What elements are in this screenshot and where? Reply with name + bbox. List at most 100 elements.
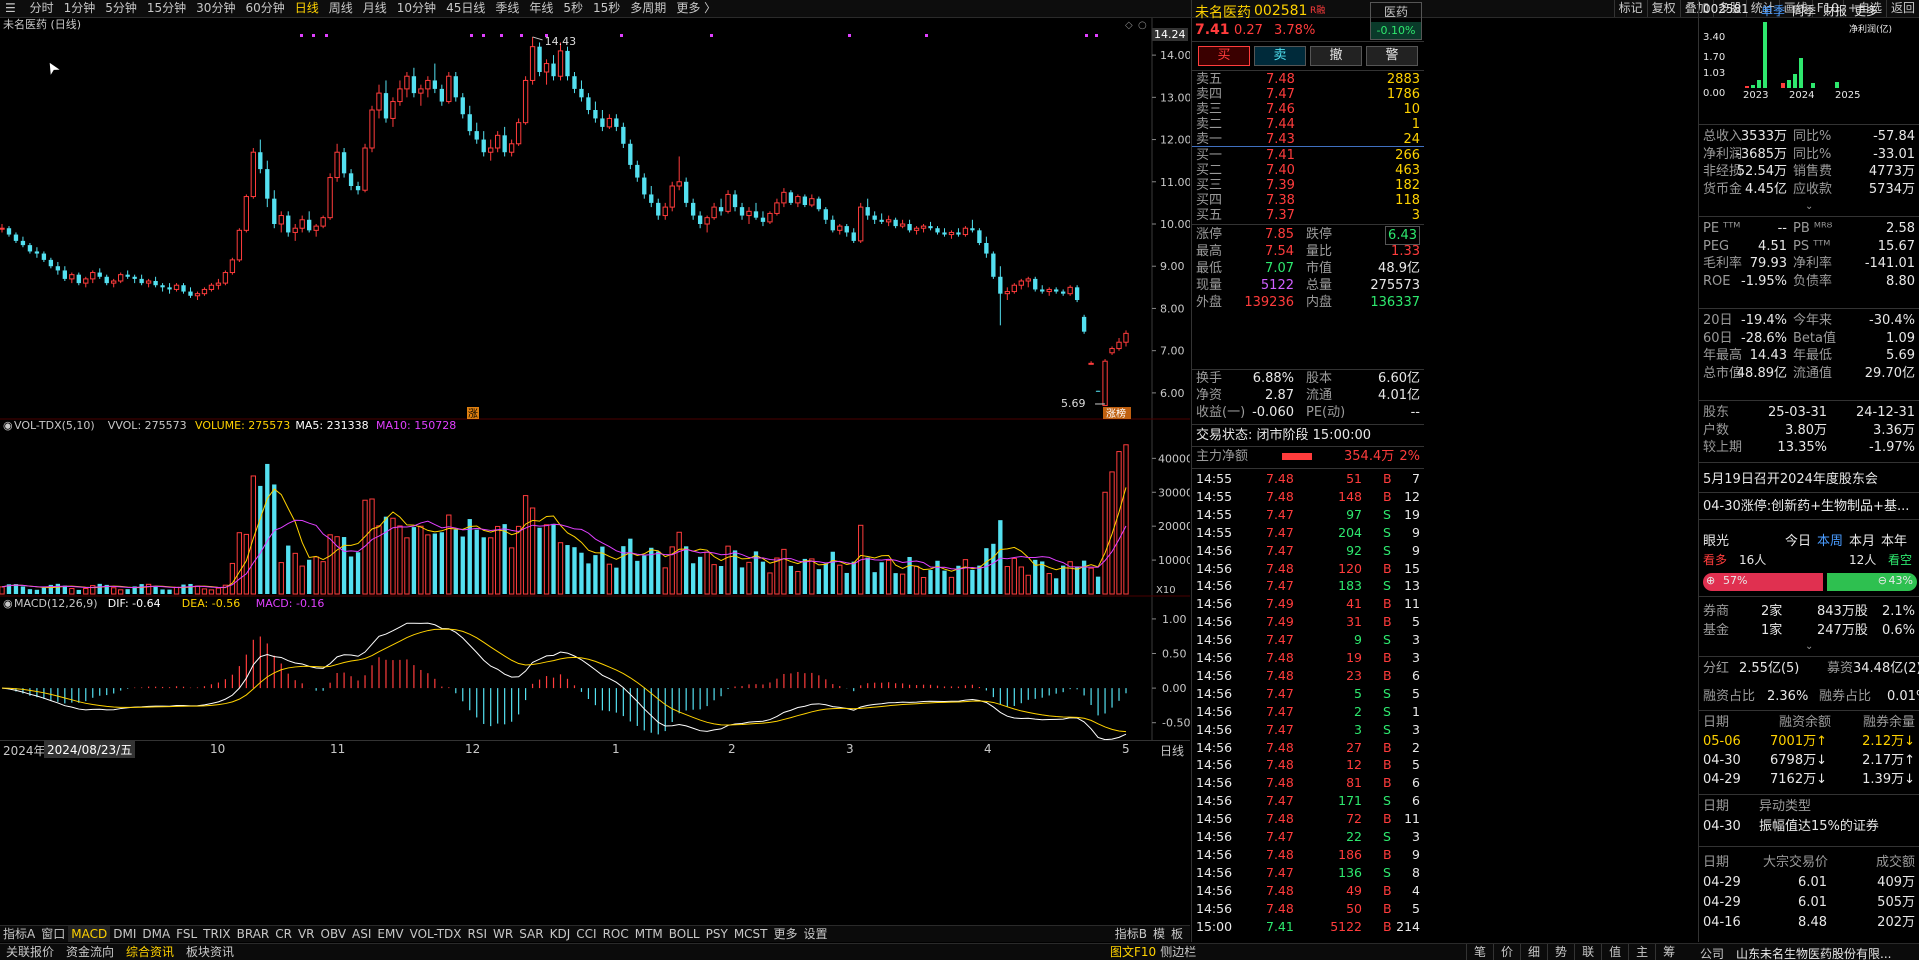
period-11[interactable]: 季线 — [495, 1, 520, 15]
period-8[interactable]: 月线 — [362, 1, 387, 15]
indicator-23[interactable]: MCST — [733, 927, 768, 941]
news-item[interactable]: 5月19日召开2024年度股东会 — [1703, 472, 1878, 487]
bid-row[interactable]: 买一 7.41 266 — [1192, 147, 1424, 164]
bottom-tab-1[interactable]: 资金流向 — [66, 945, 115, 959]
side-tab-7[interactable]: 筹 — [1655, 944, 1682, 960]
f10-tab-2[interactable]: 财报 — [1823, 4, 1848, 18]
period-14[interactable]: 15秒 — [593, 1, 621, 15]
indicator-9[interactable]: VR — [297, 927, 315, 941]
indicator-0[interactable]: 指标A — [3, 927, 36, 941]
period-4[interactable]: 30分钟 — [196, 1, 236, 15]
indicator-25[interactable]: 设置 — [803, 927, 828, 941]
vision-tab-0[interactable]: 今日 — [1785, 534, 1812, 549]
tick-volume: 92 — [1346, 542, 1362, 558]
bottom-tab-0[interactable]: 关联报价 — [6, 945, 55, 959]
ask-row[interactable]: 卖二 7.44 1 — [1192, 116, 1424, 133]
ask-row[interactable]: 卖三 7.46 10 — [1192, 101, 1424, 118]
indicator-24[interactable]: 更多 — [773, 927, 798, 941]
indicator-4[interactable]: DMA — [142, 927, 171, 941]
tool-5[interactable]: F10 — [1811, 0, 1843, 17]
period-2[interactable]: 5分钟 — [105, 1, 137, 15]
period-3[interactable]: 15分钟 — [146, 1, 187, 15]
indicator-21[interactable]: BOLL — [668, 927, 700, 941]
period-12[interactable]: 年线 — [529, 1, 554, 15]
period-9[interactable]: 10分钟 — [396, 1, 437, 15]
tool-2[interactable]: 多股 — [1712, 0, 1746, 17]
period-13[interactable]: 5秒 — [563, 1, 584, 15]
bid-row[interactable]: 买四 7.38 118 — [1192, 192, 1424, 209]
f10-tab-0[interactable]: 单季 — [1761, 4, 1786, 18]
vision-tab-3[interactable]: 本年 — [1881, 534, 1908, 549]
bottom-tab-2[interactable]: 综合资讯 — [126, 945, 175, 959]
ask-row[interactable]: 卖五 7.48 2883 — [1192, 71, 1424, 88]
indicator-11[interactable]: ASI — [352, 927, 372, 941]
indicator-16[interactable]: SAR — [519, 927, 544, 941]
kline-chart[interactable]: 未名医药 (日线) 14.00 13.00 12.00 11.00 10.00 9.00 8.… — [0, 18, 1190, 740]
alert-button[interactable]: 警 — [1366, 46, 1418, 66]
tool-0[interactable]: 复权 — [1646, 0, 1680, 17]
indicator-22[interactable]: PSY — [705, 927, 728, 941]
side-tab-6[interactable]: 主 — [1628, 944, 1655, 960]
side-tab-3[interactable]: 势 — [1547, 944, 1574, 960]
ask-row[interactable]: 卖四 7.47 1786 — [1192, 86, 1424, 103]
tool-6[interactable]: +自选 — [1842, 0, 1886, 17]
vision-tab-1[interactable]: 本周 — [1817, 534, 1844, 549]
indicator-12[interactable]: EMV — [377, 927, 404, 941]
toolbar-menu-icon[interactable]: ☰ — [5, 1, 16, 15]
f10-tab-1[interactable]: 同季 — [1792, 4, 1817, 18]
cancel-button[interactable]: 撤 — [1310, 46, 1362, 66]
bottom-tab-3[interactable]: 板块资讯 — [186, 945, 235, 959]
tool-1[interactable]: 叠加 — [1679, 0, 1713, 17]
bid-row[interactable]: 买三 7.39 182 — [1192, 177, 1424, 194]
tool-4[interactable]: 画线 — [1778, 0, 1812, 17]
tool-mark[interactable]: 标记 — [1613, 0, 1647, 17]
tool-3[interactable]: 统计 — [1745, 0, 1779, 17]
indicator-5[interactable]: FSL — [176, 927, 198, 941]
sell-button[interactable]: 卖 — [1254, 46, 1306, 66]
indicator-19[interactable]: ROC — [602, 927, 629, 941]
ask-row[interactable]: 卖一 7.43 24 — [1192, 131, 1424, 148]
period-0[interactable]: 分时 — [29, 1, 54, 15]
news-item[interactable]: 04-30涨停:创新药+生物制品+基... — [1703, 499, 1910, 514]
period-15[interactable]: 多周期 — [630, 1, 667, 15]
indicator-7[interactable]: BRAR — [236, 927, 270, 941]
period-6[interactable]: 日线 — [294, 1, 319, 15]
indicator-3[interactable]: DMI — [113, 927, 137, 941]
bottom-right-0[interactable]: 图文F10 — [1110, 945, 1157, 959]
indicator-13[interactable]: VOL-TDX — [409, 927, 462, 941]
indicator-15[interactable]: WR — [493, 927, 514, 941]
indicator-18[interactable]: CCI — [576, 927, 597, 941]
vision-tab-2[interactable]: 本月 — [1849, 534, 1876, 549]
side-tab-0[interactable]: 笔 — [1466, 944, 1493, 960]
buy-button[interactable]: 买 — [1198, 46, 1250, 66]
side-tab-1[interactable]: 价 — [1493, 944, 1520, 960]
bid-row[interactable]: 买五 7.37 3 — [1192, 207, 1424, 224]
period-1[interactable]: 1分钟 — [63, 1, 96, 15]
sector-box[interactable]: 医药 -0.10% — [1370, 2, 1422, 40]
period-5[interactable]: 60分钟 — [245, 1, 285, 15]
expand-chevron-icon[interactable]: ⌄ — [1805, 641, 1814, 652]
indicator-right-1[interactable]: 模 — [1152, 927, 1165, 941]
f10-tab-3[interactable]: 更多 — [1854, 4, 1879, 18]
indicator-17[interactable]: KDJ — [549, 927, 571, 941]
side-tab-2[interactable]: 细 — [1520, 944, 1547, 960]
side-tab-4[interactable]: 联 — [1574, 944, 1601, 960]
indicator-right-0[interactable]: 指标B — [1114, 927, 1147, 941]
expand-chevron-icon[interactable]: ⌄ — [1805, 201, 1814, 212]
kline-chart-pane[interactable]: 未名医药 (日线) 14.00 13.00 12.00 11.00 10.00 9.00 8.… — [0, 18, 1190, 758]
period-7[interactable]: 周线 — [328, 1, 353, 15]
side-tab-5[interactable]: 值 — [1601, 944, 1628, 960]
indicator-8[interactable]: CR — [275, 927, 292, 941]
indicator-right-2[interactable]: 板 — [1170, 927, 1183, 941]
indicator-20[interactable]: MTM — [634, 927, 663, 941]
bottom-right-1[interactable]: 侧边栏 — [1160, 945, 1197, 959]
tool-7[interactable]: 返回 — [1885, 0, 1919, 17]
indicator-14[interactable]: RSI — [467, 927, 488, 941]
period-16[interactable]: 更多 〉 — [676, 1, 717, 15]
bid-row[interactable]: 买二 7.40 463 — [1192, 162, 1424, 179]
period-10[interactable]: 45日线 — [446, 1, 486, 15]
indicator-1[interactable]: 窗口 — [41, 927, 66, 941]
indicator-2[interactable]: MACD — [68, 926, 111, 942]
indicator-10[interactable]: OBV — [320, 927, 347, 941]
indicator-6[interactable]: TRIX — [203, 927, 231, 941]
